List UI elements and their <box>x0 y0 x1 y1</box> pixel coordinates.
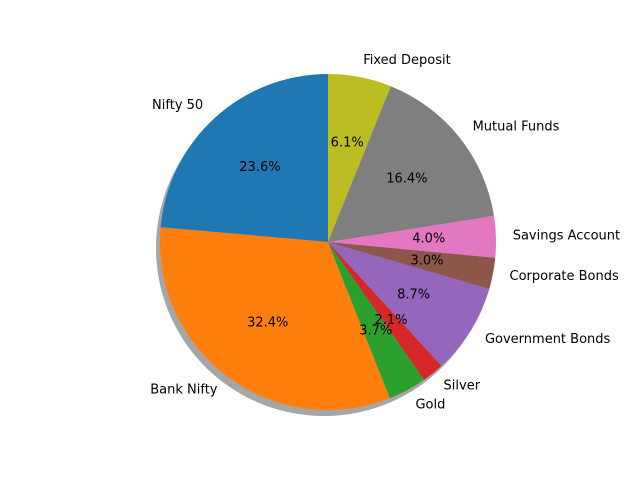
pie-pct-label-fixed-deposit: 6.1% <box>331 136 364 151</box>
pie-pct-label-silver: 2.1% <box>375 313 408 328</box>
pie-slice-bank-nifty <box>160 227 390 411</box>
pie-pct-label-mutual-funds: 16.4% <box>386 172 427 187</box>
pie-slice-layer <box>160 74 497 411</box>
pie-label-corporate-bonds: Corporate Bonds <box>510 269 619 284</box>
pie-label-government-bonds: Government Bonds <box>485 332 611 347</box>
pie-label-layer: Nifty 50 23.6% Bank Nifty 32.4% Gold 3.7% Silv… <box>150 53 620 412</box>
pie-slice-mutual-funds <box>328 86 494 243</box>
pie-label-nifty-50: Nifty 50 <box>152 98 203 113</box>
pie-label-silver: Silver <box>444 379 481 394</box>
pie-slice-savings-account <box>328 215 497 258</box>
pie-label-fixed-deposit: Fixed Deposit <box>363 53 451 68</box>
pie-pct-label-corporate-bonds: 3.0% <box>410 253 443 268</box>
pie-label-mutual-funds: Mutual Funds <box>473 119 560 134</box>
pie-slice-gold <box>328 242 425 399</box>
pie-pct-label-government-bonds: 8.7% <box>397 288 430 303</box>
pie-label-gold: Gold <box>415 397 445 412</box>
pie-slice-fixed-deposit <box>328 74 391 242</box>
pie-label-bank-nifty: Bank Nifty <box>150 383 218 398</box>
pie-slice-silver <box>328 242 442 380</box>
pie-pct-label-bank-nifty: 32.4% <box>247 315 288 330</box>
pie-pct-label-nifty-50: 23.6% <box>239 160 280 175</box>
pie-pct-label-savings-account: 4.0% <box>412 231 445 246</box>
pie-label-savings-account: Savings Account <box>513 229 620 244</box>
pie-pct-label-gold: 3.7% <box>359 323 392 338</box>
pie-slice-nifty-50 <box>160 74 328 242</box>
pie-slice-corporate-bonds <box>328 242 496 289</box>
pie-slice-government-bonds <box>328 242 490 366</box>
